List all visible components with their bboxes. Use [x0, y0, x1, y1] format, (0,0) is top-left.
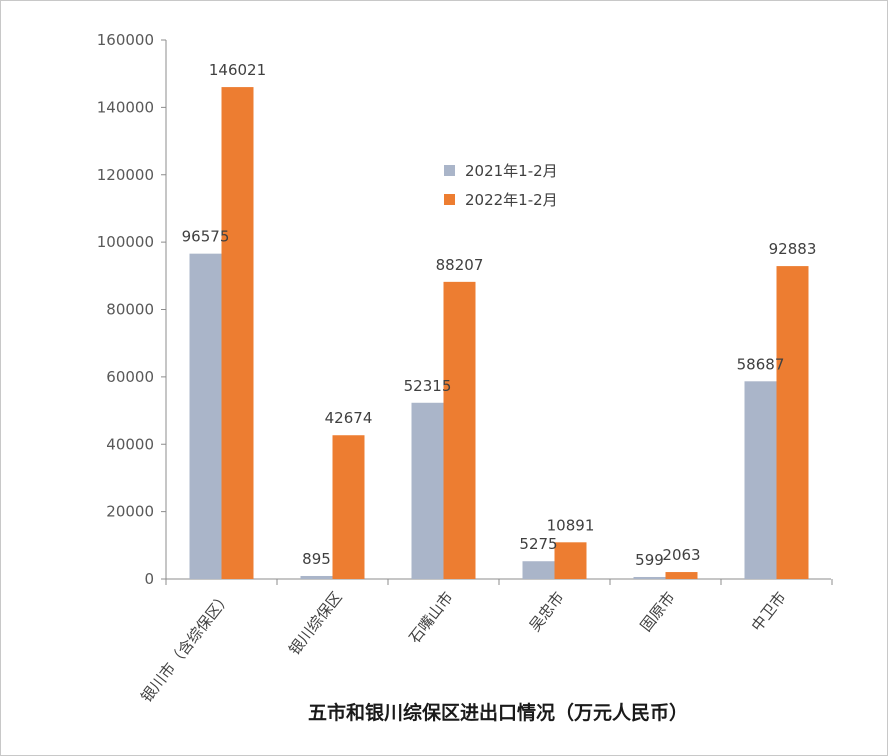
category-label: 银川市（含综保区） [137, 588, 234, 705]
data-label-2021: 5275 [519, 535, 557, 553]
bars [189, 87, 809, 579]
data-label-2021: 96575 [182, 228, 230, 246]
bar-2022 [776, 266, 809, 579]
y-tick-label: 160000 [97, 31, 154, 49]
y-tick-label: 100000 [97, 233, 154, 251]
data-label-2022: 146021 [209, 61, 266, 79]
legend-label: 2021年1-2月 [465, 162, 558, 180]
y-tick-label: 0 [144, 570, 154, 588]
legend-swatch [444, 165, 455, 176]
bar-2022 [554, 542, 587, 579]
category-label: 固原市 [637, 588, 679, 635]
data-label-2021: 599 [635, 551, 664, 569]
y-tick-label: 120000 [97, 166, 154, 184]
data-label-2022: 2063 [662, 546, 700, 564]
category-label: 银川综保区 [285, 588, 345, 658]
legend-label: 2022年1-2月 [465, 191, 558, 209]
bar-2022 [665, 572, 698, 579]
category-labels: 银川市（含综保区） 银川综保区 石嘴山市 吴忠市 固原市 中卫市 [137, 588, 789, 705]
category-label: 中卫市 [748, 588, 790, 635]
y-tick-label: 140000 [97, 98, 154, 116]
data-label-2021: 895 [302, 550, 331, 568]
y-tick-label: 40000 [106, 435, 154, 453]
data-label-2022: 10891 [547, 516, 595, 534]
bar-2021 [411, 402, 444, 579]
y-axis-ticks: 0 20000 40000 60000 80000 100000 120000 140000 1… [97, 31, 166, 588]
legend: 2021年1-2月 2022年1-2月 [444, 162, 558, 209]
bar-2021 [633, 576, 666, 579]
bar-2022 [443, 281, 476, 579]
category-label: 吴忠市 [526, 588, 568, 635]
data-label-2022: 88207 [436, 256, 484, 274]
y-tick-label: 60000 [106, 368, 154, 386]
bar-2021 [744, 381, 777, 579]
data-label-2022: 92883 [769, 240, 817, 258]
bar-2022 [332, 435, 365, 579]
bar-2021 [522, 561, 555, 579]
axes [165, 40, 833, 585]
bar-2021 [189, 253, 222, 579]
y-tick-label: 80000 [106, 301, 154, 319]
legend-swatch [444, 194, 455, 205]
data-label-2021: 58687 [737, 355, 785, 373]
data-label-2022: 42674 [325, 409, 373, 427]
category-label: 石嘴山市 [406, 588, 457, 646]
y-tick-label: 20000 [106, 503, 154, 521]
bar-2022 [221, 87, 254, 579]
bar-2021 [300, 575, 333, 579]
data-label-2021: 52315 [404, 377, 452, 395]
chart-title: 五市和银川综保区进出口情况（万元人民币） [308, 701, 688, 724]
